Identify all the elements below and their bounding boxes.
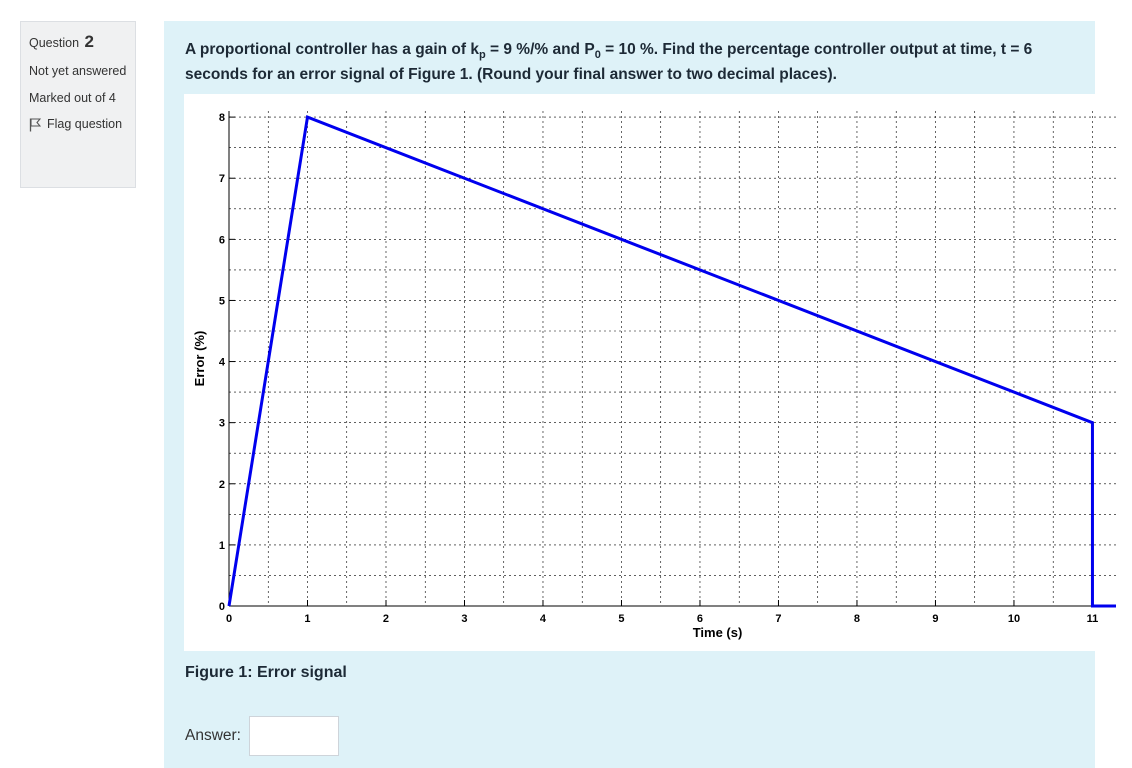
y-tick-label: 2	[219, 479, 225, 491]
figure-caption: Figure 1: Error signal	[185, 664, 347, 681]
question-number-line: Question 2	[29, 32, 127, 52]
x-tick-label: 4	[540, 613, 547, 625]
error-signal-line	[227, 115, 1116, 608]
x-axis-title: Time (s)	[693, 625, 743, 640]
x-tick-label: 8	[854, 613, 860, 625]
x-tick-label: 9	[932, 613, 938, 625]
y-tick-label: 3	[219, 418, 225, 430]
question-number: 2	[84, 32, 94, 51]
flag-icon	[29, 118, 41, 132]
y-tick-label: 6	[219, 234, 225, 246]
question-content: A proportional controller has a gain of …	[164, 21, 1116, 768]
x-tick-label: 3	[461, 613, 467, 625]
y-tick-label: 1	[219, 540, 225, 552]
question-info-panel: Question 2 Not yet answered Marked out o…	[20, 21, 136, 188]
y-tick-label: 0	[219, 601, 225, 613]
x-tick-label: 6	[697, 613, 703, 625]
marked-out-of: Marked out of 4	[29, 91, 116, 105]
x-tick-label: 11	[1087, 613, 1099, 625]
x-tick-label: 1	[304, 613, 310, 625]
y-axis-title: Error (%)	[192, 331, 207, 387]
answer-input[interactable]	[249, 716, 339, 756]
x-tick-label: 10	[1008, 613, 1020, 625]
y-tick-label: 5	[219, 295, 225, 307]
x-tick-label: 5	[618, 613, 624, 625]
answer-label: Answer:	[185, 727, 241, 744]
y-tick-label: 7	[219, 173, 225, 185]
y-tick-label: 4	[219, 357, 226, 369]
y-tick-label: 8	[219, 112, 225, 124]
question-text: A proportional controller has a gain of …	[185, 41, 1033, 83]
x-tick-label: 2	[383, 613, 389, 625]
x-tick-label: 7	[775, 613, 781, 625]
x-tick-label: 0	[226, 613, 232, 625]
flag-question-link[interactable]: Flag question	[29, 115, 127, 134]
error-signal-figure: 0 1 2 3 4 5 6 7 8 9 10 11 0 1 2 3 4 5 6 7 8 Time (s) Error (%)	[184, 94, 1116, 651]
error-signal-chart: 0 1 2 3 4 5 6 7 8 9 10 11 0 1 2 3 4 5 6 7 8 Time (s) Error (%)	[192, 111, 1116, 640]
question-status: Not yet answered	[29, 64, 127, 78]
flag-question-label: Flag question	[47, 117, 123, 131]
question-label: Question	[29, 36, 80, 50]
